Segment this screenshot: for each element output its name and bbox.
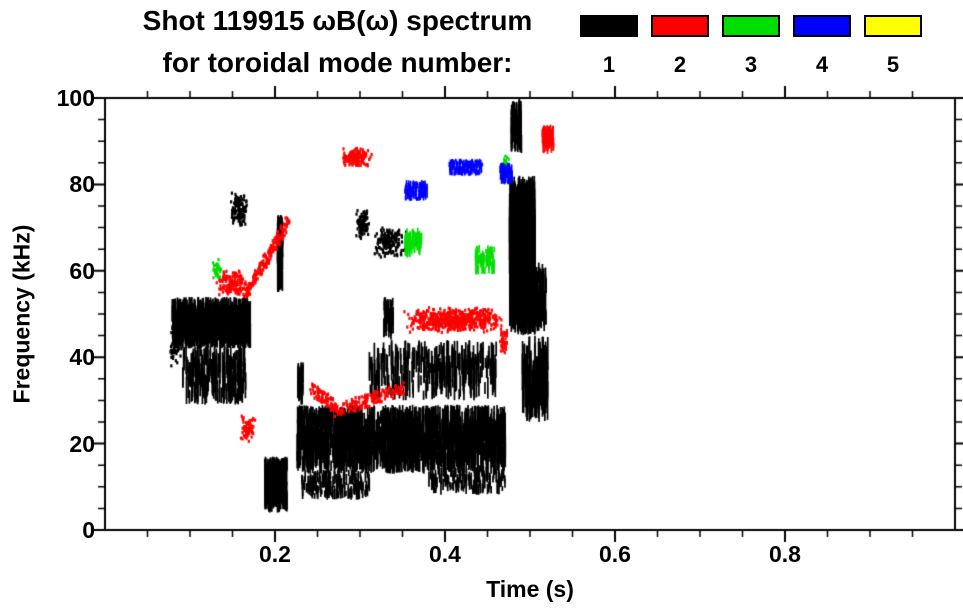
legend-mode-number-2: 2 <box>673 52 687 77</box>
x-tick-label-0.6: 0.6 <box>599 541 631 567</box>
chart-title: Shot 119915 ωB(ω) spectrum <box>142 5 533 36</box>
x-axis-title: Time (s) <box>486 576 574 602</box>
legend-swatch-mode-5 <box>864 15 922 37</box>
chart-subtitle: for toroidal mode number: <box>162 47 513 78</box>
y-tick-label-60: 60 <box>69 257 95 284</box>
legend-swatch-mode-3 <box>722 15 780 37</box>
y-tick-label-40: 40 <box>69 344 95 371</box>
legend-mode-number-3: 3 <box>744 52 758 77</box>
x-tick-label-0.4: 0.4 <box>429 541 461 567</box>
legend-swatch-mode-1 <box>580 15 638 37</box>
y-tick-label-0: 0 <box>82 517 95 543</box>
legend-swatch-mode-2 <box>651 15 709 37</box>
x-tick-label-0.8: 0.8 <box>769 541 801 567</box>
x-tick-label-0.2: 0.2 <box>259 541 291 567</box>
y-tick-label-100: 100 <box>56 85 95 111</box>
y-axis-title: Frequency (kHz) <box>8 224 35 404</box>
legend-swatch-mode-4 <box>793 15 851 37</box>
legend-mode-number-1: 1 <box>602 52 616 77</box>
legend-mode-number-4: 4 <box>815 52 829 77</box>
legend-mode-number-5: 5 <box>886 52 900 77</box>
y-tick-label-80: 80 <box>69 171 95 198</box>
y-tick-label-20: 20 <box>69 430 95 457</box>
